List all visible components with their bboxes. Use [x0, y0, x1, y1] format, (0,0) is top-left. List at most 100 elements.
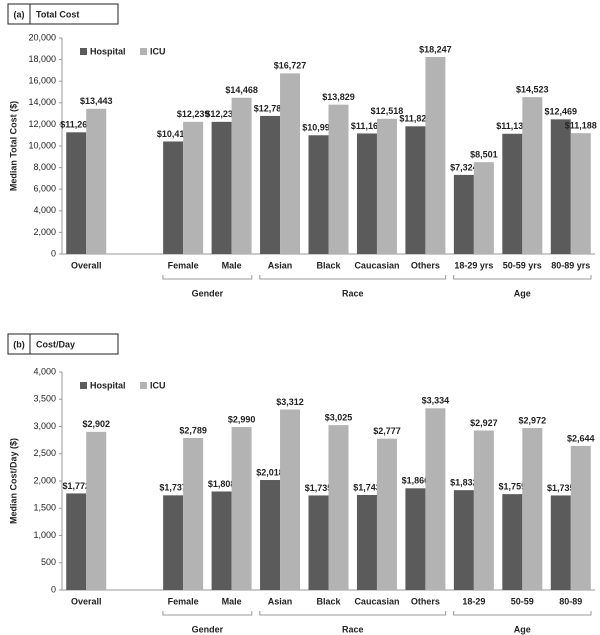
value-label: $11,267: [60, 120, 92, 130]
legend-label: Hospital: [90, 380, 126, 390]
group-label: Race: [342, 624, 364, 634]
bar: [66, 493, 87, 590]
bar: [280, 73, 301, 255]
bar: [86, 431, 107, 590]
title-box: [7, 3, 119, 25]
value-label: $10,994: [302, 123, 335, 133]
group-label: Race: [342, 288, 364, 298]
y-tick-label: 3,500: [33, 394, 56, 404]
group-label: Age: [514, 624, 531, 634]
value-label: $3,025: [325, 413, 353, 423]
value-label: $2,927: [470, 418, 498, 428]
value-label: $14,468: [225, 85, 258, 95]
bar: [522, 428, 543, 590]
value-label: $11,825: [399, 114, 431, 124]
chart-title: Cost/Day: [36, 339, 75, 349]
y-axis-label: Median Cost/Day ($): [8, 438, 18, 524]
value-label: $12,239: [177, 109, 210, 119]
x-tick-label: Female: [168, 260, 199, 270]
bar: [308, 135, 329, 254]
y-tick-label: 18,000: [28, 54, 56, 64]
bar: [425, 56, 446, 254]
y-tick-label: 14,000: [28, 97, 56, 107]
x-tick-label: 18-29 yrs: [454, 260, 493, 270]
group-bracket: [453, 611, 592, 616]
y-tick-label: 2,000: [33, 227, 56, 237]
panel-label: (a): [14, 9, 25, 19]
x-tick-label: Black: [316, 260, 341, 270]
bar: [356, 133, 377, 254]
x-tick-label: Overall: [71, 260, 102, 270]
bar: [183, 121, 204, 254]
bar: [231, 427, 252, 590]
bar: [260, 115, 281, 254]
y-tick-label: 500: [41, 557, 56, 567]
bar: [86, 108, 107, 254]
group-bracket: [259, 275, 447, 280]
value-label: $11,188: [565, 121, 597, 131]
bar: [163, 495, 184, 590]
legend-swatch: [140, 382, 147, 389]
panel-label: (b): [13, 339, 25, 349]
bar: [473, 430, 494, 590]
legend-swatch: [140, 48, 147, 55]
value-label: $2,789: [179, 425, 207, 435]
bar: [570, 445, 591, 590]
bar: [405, 488, 426, 590]
chart-title: Total Cost: [36, 9, 79, 19]
y-tick-label: 12,000: [28, 119, 56, 129]
value-label: $1,737: [159, 483, 187, 493]
group-bracket: [162, 275, 253, 280]
y-tick-label: 6,000: [33, 184, 56, 194]
y-tick-label: 4,000: [33, 366, 56, 376]
value-label: $14,523: [516, 85, 549, 95]
x-tick-label: Caucasian: [354, 260, 399, 270]
bar: [211, 491, 232, 590]
value-label: $1,866: [402, 476, 430, 486]
value-label: $1,772: [62, 481, 90, 491]
group-bracket: [162, 611, 253, 616]
x-tick-label: Male: [222, 596, 242, 606]
bar: [376, 118, 397, 254]
value-label: $13,443: [80, 96, 113, 106]
value-label: $1,735: [547, 483, 575, 493]
x-tick-label: 50-59: [511, 596, 534, 606]
y-tick-label: 8,000: [33, 162, 56, 172]
y-tick-label: 3,000: [33, 421, 56, 431]
y-tick-label: 2,500: [33, 448, 56, 458]
x-tick-label: Black: [316, 596, 341, 606]
x-tick-label: Asian: [268, 596, 293, 606]
value-label: $18,247: [419, 44, 452, 54]
y-tick-label: 10,000: [28, 140, 56, 150]
bar: [163, 141, 184, 254]
legend-swatch: [80, 382, 87, 389]
value-label: $10,419: [157, 129, 190, 139]
value-label: $12,237: [205, 109, 238, 119]
value-label: $3,312: [276, 397, 304, 407]
group-label: Gender: [192, 288, 224, 298]
value-label: $8,501: [470, 150, 498, 160]
x-tick-label: Others: [411, 596, 440, 606]
bar: [425, 408, 446, 590]
y-tick-label: 1,500: [33, 503, 56, 513]
bar: [405, 126, 426, 254]
x-tick-label: Asian: [268, 260, 293, 270]
bar: [550, 119, 571, 254]
group-bracket: [259, 611, 447, 616]
y-tick-label: 0: [51, 248, 56, 258]
value-label: $2,972: [519, 415, 547, 425]
x-tick-label: 18-29: [462, 596, 485, 606]
bar: [453, 174, 474, 254]
value-label: $1,759: [499, 482, 527, 492]
bar: [522, 97, 543, 254]
x-tick-label: 80-89: [559, 596, 582, 606]
value-label: $2,990: [228, 414, 256, 424]
bar: [280, 409, 301, 590]
bar: [502, 494, 523, 590]
group-label: Gender: [192, 624, 224, 634]
value-label: $16,727: [274, 61, 307, 71]
bar: [328, 425, 349, 590]
value-label: $2,644: [567, 433, 595, 443]
value-label: $1,808: [208, 479, 236, 489]
value-label: $7,324: [450, 162, 478, 172]
